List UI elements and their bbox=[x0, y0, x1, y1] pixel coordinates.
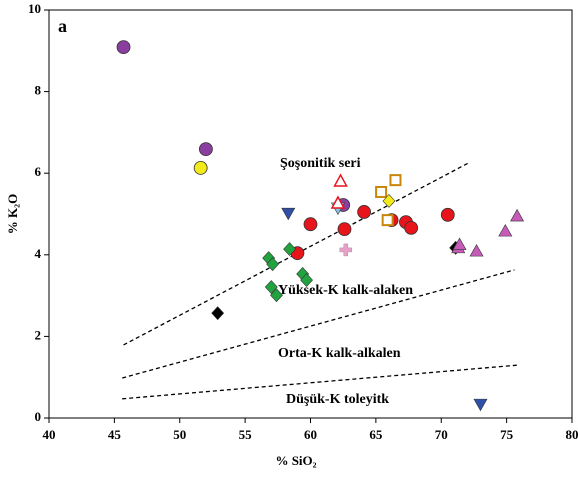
point bbox=[212, 307, 224, 320]
y-tick-label: 4 bbox=[35, 246, 42, 261]
point bbox=[499, 225, 512, 237]
point bbox=[304, 218, 317, 231]
annotation: Şoşonitik seri bbox=[280, 156, 361, 171]
point bbox=[474, 399, 487, 411]
point bbox=[441, 208, 454, 221]
point bbox=[199, 143, 212, 156]
panel-label: a bbox=[58, 16, 67, 36]
y-tick-label: 8 bbox=[35, 83, 42, 98]
x-tick-label: 50 bbox=[173, 427, 186, 442]
point bbox=[282, 208, 295, 220]
y-tick-label: 2 bbox=[35, 327, 42, 342]
point bbox=[338, 223, 351, 236]
annotation: Orta-K kalk-alkalen bbox=[278, 346, 401, 361]
x-tick-label: 40 bbox=[43, 427, 56, 442]
x-axis-label: % SiO₂ bbox=[275, 453, 316, 468]
x-tick-label: 65 bbox=[369, 427, 383, 442]
x-tick-label: 60 bbox=[304, 427, 317, 442]
y-tick-label: 0 bbox=[35, 409, 42, 424]
x-tick-label: 75 bbox=[500, 427, 514, 442]
point bbox=[470, 245, 483, 256]
point bbox=[390, 175, 400, 185]
x-tick-label: 70 bbox=[435, 427, 448, 442]
point bbox=[117, 41, 130, 54]
point bbox=[376, 187, 386, 197]
annotation: Yüksek-K kalk-alaken bbox=[278, 283, 413, 298]
x-tick-label: 45 bbox=[108, 427, 122, 442]
y-tick-label: 10 bbox=[28, 1, 41, 16]
point bbox=[335, 175, 347, 186]
point bbox=[194, 161, 207, 174]
y-tick-label: 6 bbox=[35, 164, 42, 179]
point bbox=[340, 244, 352, 256]
point bbox=[358, 205, 371, 218]
point bbox=[511, 210, 524, 222]
point bbox=[405, 221, 418, 234]
x-tick-label: 55 bbox=[239, 427, 253, 442]
point bbox=[383, 215, 393, 225]
y-axis-label: % K₂O bbox=[5, 194, 20, 234]
annotation: Düşük-K toleyitk bbox=[286, 392, 389, 407]
x-tick-label: 80 bbox=[566, 427, 578, 442]
